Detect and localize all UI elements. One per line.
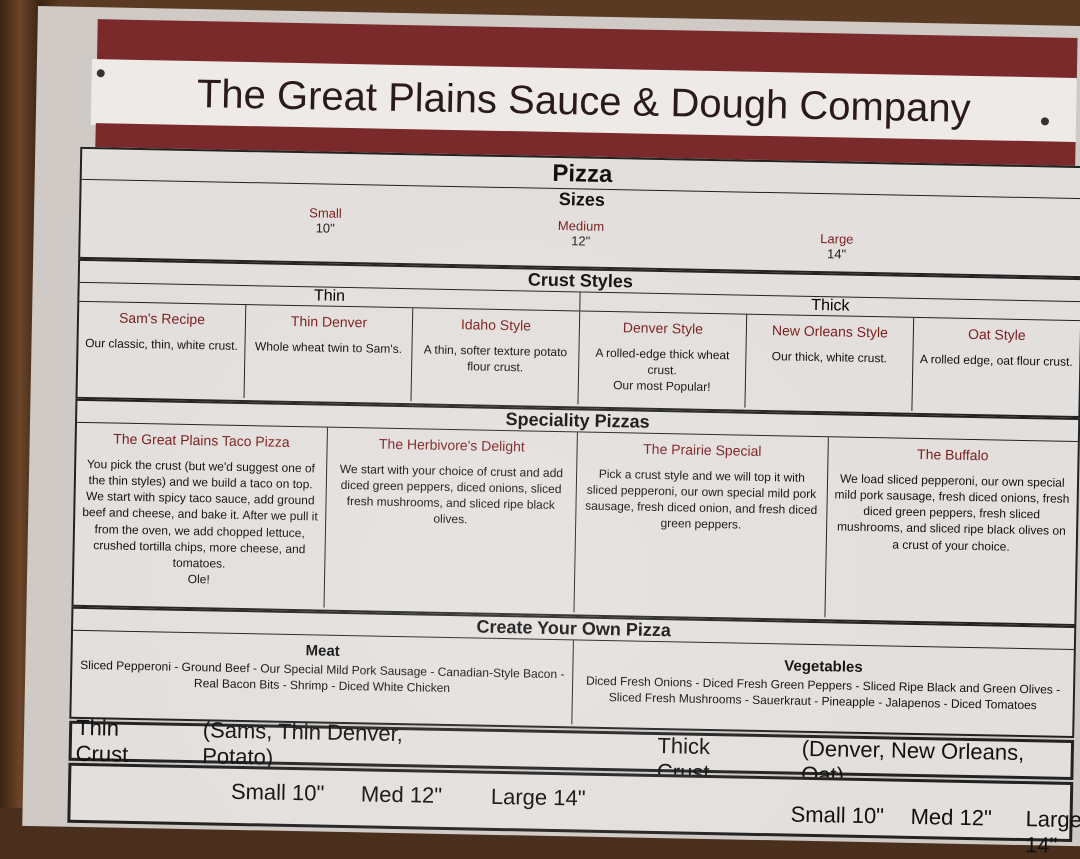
size-medium: Medium 12"	[557, 218, 605, 249]
crust-oat: Oat Style A rolled edge, oat flour crust.	[919, 325, 1073, 369]
pizza-herbivore: The Herbivore's Delight We start with you…	[324, 427, 578, 613]
vegetable-toppings: Vegetables Diced Fresh Onions - Diced Fre…	[585, 657, 1061, 713]
crust-denver: Denver Style A rolled-edge thick wheat cr…	[578, 311, 748, 408]
crust-sams: Sam's Recipe Our classic, thin, white cru…	[77, 301, 247, 399]
menu-sheet: The Great Plains Sauce & Dough Company P…	[22, 6, 1080, 858]
thick-size-small: Small 10"	[790, 801, 885, 829]
crust-idaho: Idaho Style A thin, softer texture potato…	[423, 316, 568, 375]
menu-title: The Great Plains Sauce & Dough Company	[196, 71, 972, 131]
thin-size-small: Small 10"	[230, 778, 325, 806]
crust-thin-denver: Thin Denver Whole wheat twin to Sam's.	[244, 305, 414, 402]
thin-crust-label: Thin Crust	[75, 714, 129, 767]
pizza-buffalo: The Buffalo We load sliced pepperoni, our…	[834, 445, 1070, 554]
size-small: Small 10"	[309, 205, 342, 236]
thick-size-large: Large 14"	[1024, 806, 1080, 858]
crust-new-orleans: New Orleans Style Our thick, white crust.	[745, 314, 915, 411]
sizes-section: Pizza Sizes Small 10" Medium 12" Large 14"	[78, 146, 1080, 279]
thick-crusts: Thick Denver Style A rolled-edge thick wh…	[578, 292, 1080, 414]
size-large: Large 14"	[820, 231, 854, 262]
thin-crusts: Thin Sam's Recipe Our classic, thin, whit…	[77, 282, 581, 405]
thick-size-med: Med 12"	[910, 803, 993, 831]
thin-size-med: Med 12"	[360, 781, 443, 808]
pizza-taco: The Great Plains Taco Pizza You pick the …	[73, 422, 328, 608]
thin-size-large: Large 14"	[490, 783, 586, 811]
meat-toppings: Meat Sliced Pepperoni - Ground Beef - Our…	[71, 630, 574, 725]
speciality-section: Speciality Pizzas The Great Plains Taco …	[71, 398, 1080, 627]
pizza-prairie: The Prairie Special Pick a crust style an…	[574, 432, 829, 618]
crust-styles-section: Crust Styles Thin Sam's Recipe Our classi…	[75, 258, 1080, 419]
